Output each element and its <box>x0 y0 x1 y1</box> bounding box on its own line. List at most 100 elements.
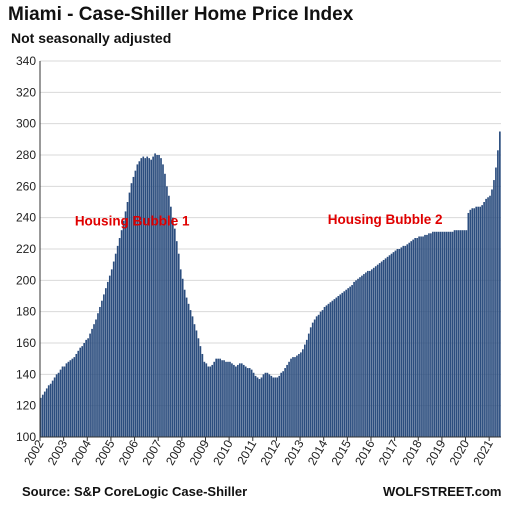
x-tick-label: 2018 <box>399 437 425 467</box>
x-tick-label: 2014 <box>305 437 331 467</box>
bar <box>235 366 237 437</box>
bar <box>173 228 176 437</box>
bar <box>309 327 312 437</box>
bar <box>437 231 440 437</box>
x-tick-label: 2020 <box>447 437 473 467</box>
bar <box>168 195 170 437</box>
bar <box>317 314 320 437</box>
bar <box>231 363 233 437</box>
bar <box>359 277 361 437</box>
bar <box>101 300 103 437</box>
bar <box>154 153 156 437</box>
bar <box>337 296 340 437</box>
bar <box>404 245 407 437</box>
bar <box>363 274 365 437</box>
brand-label: WOLFSTREET.com <box>383 484 502 499</box>
bar <box>465 230 468 437</box>
y-tick-label: 240 <box>16 211 36 225</box>
bar <box>197 338 200 437</box>
bar <box>99 306 101 437</box>
x-tick-label: 2005 <box>92 437 118 467</box>
bar <box>329 302 332 437</box>
bar <box>53 377 56 437</box>
bar <box>51 380 54 437</box>
x-tick-label: 2009 <box>187 437 213 467</box>
bar <box>439 231 442 437</box>
bar <box>270 375 273 437</box>
bar <box>272 377 275 437</box>
bar <box>333 299 336 437</box>
bar <box>455 230 458 437</box>
x-tick-label: 2011 <box>234 437 259 467</box>
bar <box>162 164 164 437</box>
bar <box>138 161 141 437</box>
bar <box>246 368 249 437</box>
bar <box>150 159 152 437</box>
bar <box>351 285 353 437</box>
bar <box>384 258 387 437</box>
bar <box>146 156 149 437</box>
bar <box>485 198 487 437</box>
y-tick-label: 160 <box>16 336 36 350</box>
bar <box>181 278 184 437</box>
bar <box>219 358 221 437</box>
bar <box>434 231 436 437</box>
bar <box>278 375 281 437</box>
bar <box>353 281 355 437</box>
bar <box>47 385 50 437</box>
y-tick-label: 340 <box>16 54 36 68</box>
bar <box>443 231 446 437</box>
bar <box>264 372 267 437</box>
bar <box>266 372 269 437</box>
bar <box>339 294 342 437</box>
bar <box>341 292 344 437</box>
y-tick-label: 200 <box>16 273 36 287</box>
bar <box>418 236 420 437</box>
bar <box>191 316 194 437</box>
bar <box>254 375 257 437</box>
bar <box>428 233 430 437</box>
x-axis-tick-labels: 2002200320042005200620072008200920102011… <box>21 437 496 467</box>
bar <box>347 288 349 437</box>
bar <box>447 231 450 437</box>
bar <box>361 275 363 437</box>
annotations: Housing Bubble 1 Housing Bubble 2 <box>75 212 443 229</box>
y-tick-label: 280 <box>16 148 36 162</box>
bar <box>166 186 168 437</box>
bar <box>91 328 93 437</box>
bar <box>463 230 466 437</box>
bar <box>85 339 87 437</box>
bar <box>355 280 357 437</box>
bar <box>240 363 243 437</box>
bar <box>343 291 346 437</box>
bar <box>57 372 60 437</box>
bar <box>144 158 147 437</box>
bar <box>380 261 383 437</box>
bar <box>325 305 328 437</box>
bar <box>128 192 131 437</box>
bar <box>95 319 97 437</box>
bar <box>73 357 76 437</box>
bar <box>400 247 403 437</box>
bar <box>221 360 223 437</box>
bar <box>451 231 454 437</box>
bar <box>177 253 180 437</box>
bar <box>238 363 241 437</box>
bar <box>435 231 438 437</box>
bar <box>201 353 204 437</box>
bar <box>142 156 145 437</box>
bar <box>207 366 210 437</box>
bar <box>367 270 369 437</box>
x-tick-label: 2003 <box>45 437 71 467</box>
bar <box>294 357 296 437</box>
bar <box>63 366 66 437</box>
bar <box>120 230 123 437</box>
bar <box>426 234 428 437</box>
bar <box>432 231 434 437</box>
bar <box>372 267 375 437</box>
bar <box>292 357 294 437</box>
bar <box>422 236 424 437</box>
x-tick-label: 2008 <box>163 437 189 467</box>
bar <box>479 206 481 437</box>
